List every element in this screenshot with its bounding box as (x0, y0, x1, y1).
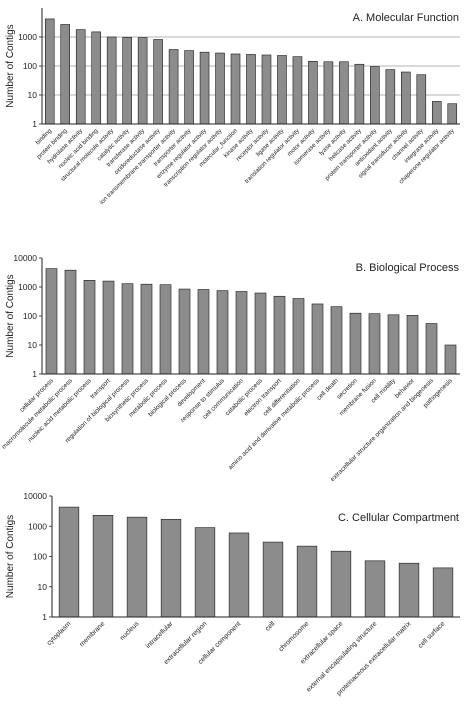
y-tick-label: 10 (38, 582, 48, 592)
bar (83, 280, 96, 375)
bar (235, 291, 248, 375)
bar (323, 61, 334, 125)
bar (254, 292, 267, 375)
bar (277, 55, 287, 125)
y-tick-label: 10 (28, 90, 38, 100)
bar (406, 315, 419, 375)
bar (228, 532, 250, 618)
bar (387, 314, 400, 375)
y-tick-label: 100 (23, 61, 37, 71)
x-tick-label: amino acid and derivative metabolic proc… (227, 377, 321, 471)
y-tick-label: 1 (42, 612, 47, 622)
bar (261, 54, 272, 125)
y-tick-label: 1000 (18, 32, 37, 42)
bar (64, 269, 77, 375)
bar (121, 283, 134, 375)
bar (168, 49, 179, 125)
bar (432, 567, 454, 618)
x-tick-label: proteinaceous extracellular matrix (336, 620, 413, 697)
bar (354, 63, 365, 125)
bar (416, 74, 427, 125)
bar (137, 37, 148, 125)
bar (330, 306, 343, 375)
x-tick-label: external encapsulating structure (305, 620, 378, 693)
bar (122, 36, 132, 125)
bar (447, 103, 458, 125)
y-axis-title: Number of Contigs (5, 515, 16, 598)
chart-title: B. Biological Process (356, 262, 460, 274)
bar (92, 515, 114, 618)
bar (368, 313, 381, 375)
y-axis-title: Number of Contigs (5, 274, 16, 357)
bar (398, 562, 420, 618)
bar (153, 39, 163, 125)
bar (370, 66, 380, 125)
y-tick-label: 10000 (13, 253, 37, 263)
bar (230, 53, 241, 125)
chart-title: C. Cellular Compartment (338, 512, 459, 524)
bar (58, 506, 80, 618)
bar (296, 545, 318, 618)
y-tick-label: 100 (33, 552, 47, 562)
bar (106, 36, 117, 125)
bar (199, 51, 210, 125)
bar (60, 24, 71, 125)
bar (444, 344, 457, 375)
bar (292, 56, 303, 125)
chart-panel-3: 1 10 100 1000 10000 cytoplasm membrane nucleus i… (5, 491, 460, 697)
bar (44, 18, 55, 125)
y-tick-label: 1 (32, 119, 37, 129)
bar (91, 31, 101, 125)
bar (184, 50, 194, 125)
bar (197, 289, 210, 375)
bar (75, 29, 86, 125)
bar (349, 312, 362, 375)
bar (339, 61, 349, 125)
bar (216, 290, 229, 375)
bar (246, 54, 256, 125)
bar (45, 268, 58, 375)
x-tick-label: cell (264, 620, 277, 633)
y-axis-title: Number of Contigs (5, 24, 16, 107)
bar (292, 298, 305, 375)
x-tick-label: cell surface (417, 620, 446, 649)
bar (159, 284, 172, 375)
bar (262, 541, 284, 618)
y-tick-label: 1000 (18, 282, 37, 292)
x-tick-label: intracellular (145, 620, 175, 650)
bar (178, 288, 191, 375)
bar (308, 61, 318, 125)
y-tick-label: 10000 (23, 491, 47, 501)
bar (194, 527, 216, 618)
x-tick-label: membrane (78, 620, 106, 648)
bar (140, 283, 153, 375)
bar (364, 560, 386, 618)
y-tick-label: 1000 (28, 521, 47, 531)
bar (215, 52, 225, 125)
bar (425, 323, 438, 375)
bar (385, 69, 396, 125)
bar (273, 295, 286, 375)
bar (160, 518, 182, 618)
bar (401, 71, 411, 125)
bar (330, 550, 352, 618)
bar (102, 280, 115, 375)
bar (311, 303, 324, 375)
x-tick-label: cytoplasm (46, 620, 73, 647)
bar (126, 516, 148, 618)
y-tick-label: 1 (32, 369, 37, 379)
chart-title: A. Molecular Function (353, 12, 459, 24)
y-tick-label: 100 (23, 311, 37, 321)
x-tick-label: chromosome (278, 620, 311, 653)
y-tick-label: 10 (28, 340, 38, 350)
x-tick-label: nucleus (119, 620, 141, 642)
bar (431, 101, 442, 125)
